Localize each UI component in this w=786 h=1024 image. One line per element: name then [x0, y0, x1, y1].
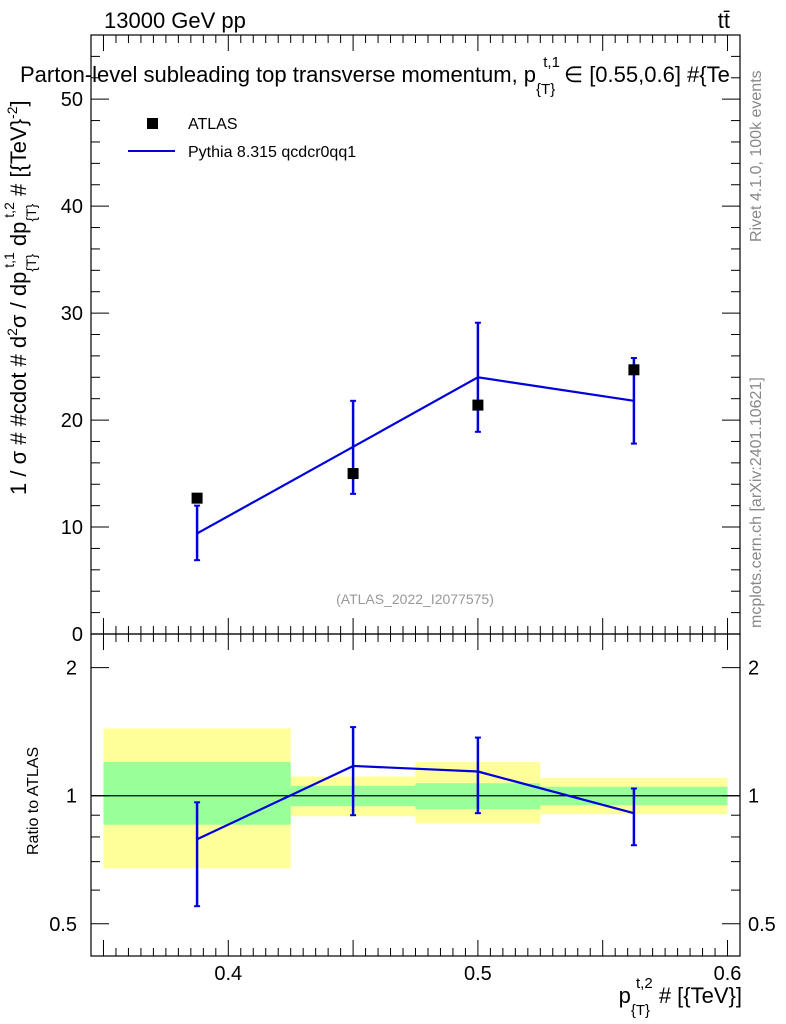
- ratio-panel: 0.5 0.5 1 1 2 2 0.4 0.5 0.6 Ratio to ATLAS p{T}t…: [25, 633, 776, 1019]
- atlas-data-point: [191, 492, 203, 504]
- legend: ATLAS Pythia 8.315 qcdcr0qq1: [128, 116, 356, 161]
- y-tick-label: 20: [61, 410, 83, 432]
- ratio-line: [196, 764, 635, 841]
- legend-atlas-label: ATLAS: [188, 116, 238, 133]
- rivet-version-label: Rivet 4.1.0, 100k events: [748, 70, 765, 242]
- y-tick-label: 50: [61, 89, 83, 111]
- main-panel: 0 10 20 30 40 50 Parton-level subleading top …: [1, 34, 741, 646]
- analysis-reference: (ATLAS_2022_I2077575): [336, 591, 494, 607]
- atlas-data-point: [347, 468, 359, 480]
- mcplots-source-label: mcplots.cern.ch [arXiv:2401.10621]: [748, 377, 765, 628]
- ratio-y-tick-label: 2: [66, 658, 77, 680]
- y-tick-label: 30: [61, 303, 83, 325]
- energy-label: 13000 GeV pp: [104, 8, 246, 33]
- legend-pythia-label: Pythia 8.315 qcdcr0qq1: [188, 144, 356, 161]
- ratio-y-tick-label: 1: [66, 786, 77, 808]
- y-tick-label: 10: [61, 517, 83, 539]
- process-label: tt̄: [718, 8, 730, 33]
- atlas-data-point: [472, 399, 484, 411]
- mc-line: [196, 376, 635, 535]
- ratio-y-axis-label: Ratio to ATLAS: [25, 747, 42, 855]
- x-tick-label: 0.6: [714, 963, 742, 985]
- y-tick-label: 40: [61, 196, 83, 218]
- x-tick-label: 0.5: [464, 963, 492, 985]
- y-axis-label: 1 / σ # #cdot # d2σ / dp{T}t,1 dp{T}t,2 …: [1, 100, 39, 495]
- ratio-y-tick-label-right: 1: [748, 786, 759, 808]
- x-tick-label: 0.4: [214, 963, 242, 985]
- ratio-y-tick-label-right: 2: [748, 658, 759, 680]
- x-axis-label: p{T}t,2 # [{TeV}]: [619, 975, 742, 1019]
- y-tick-label: 0: [72, 624, 83, 646]
- ratio-y-tick-label-right: 0.5: [748, 914, 776, 936]
- ratio-y-tick-label: 0.5: [49, 914, 77, 936]
- chart-title: Parton-level subleading top transverse m…: [20, 54, 730, 98]
- atlas-data-point: [628, 364, 640, 376]
- legend-atlas-marker: [147, 118, 158, 129]
